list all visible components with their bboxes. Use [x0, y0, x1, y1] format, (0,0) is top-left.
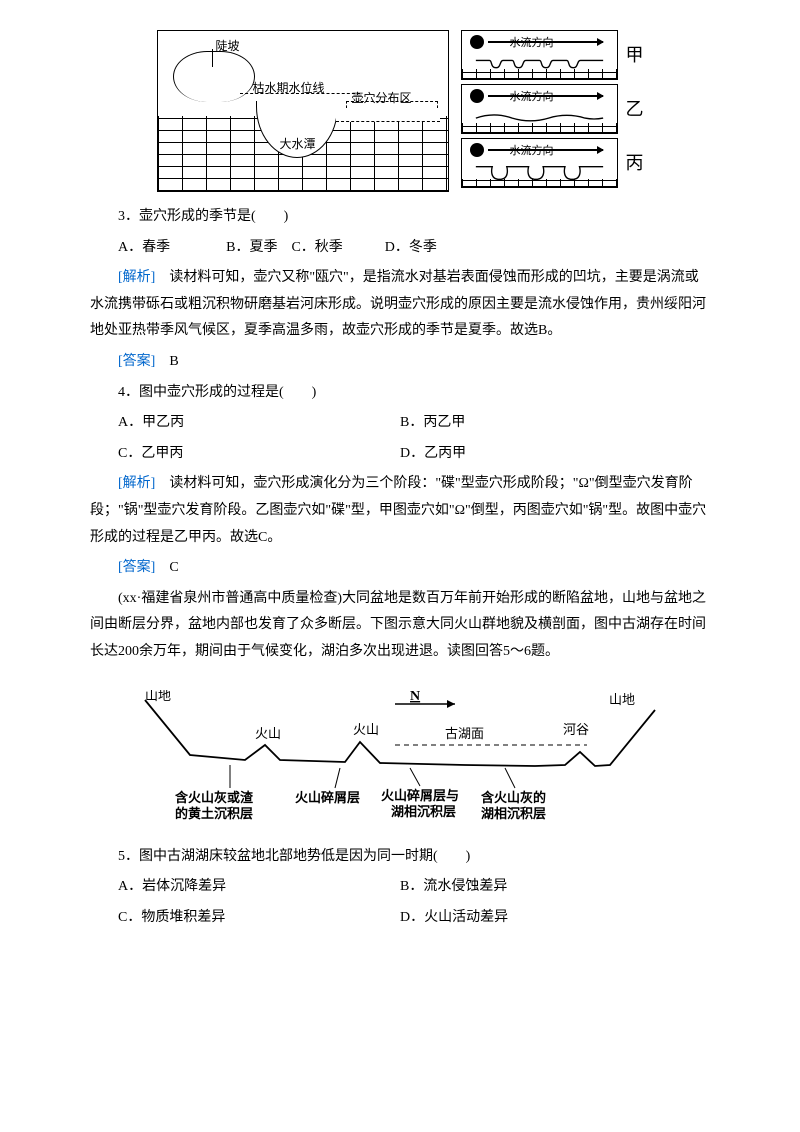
- svg-text:火山碎屑层与: 火山碎屑层与: [381, 788, 459, 803]
- brick-mini: [462, 179, 617, 187]
- layer2-label: 火山碎屑层: [295, 790, 360, 805]
- panel-row-2: 水流方向 丙: [461, 138, 644, 188]
- svg-text:的黄土沉积层: 的黄土沉积层: [175, 806, 253, 821]
- mountain-label-right: 山地: [609, 692, 635, 707]
- q5-opt-c: C．物质堆积差异: [90, 905, 400, 932]
- slope-pointer: [212, 49, 213, 67]
- flow-arrow: [488, 149, 603, 151]
- slope-label: 陡坡: [216, 35, 240, 58]
- q3-analysis-text: 读材料可知，壶穴又称"瓯穴"，是指流水对基岩表面侵蚀而形成的凹坑，主要是涡流或水…: [90, 270, 706, 338]
- hill-shape: [173, 51, 255, 102]
- bottom-figure: N 山地 山地 火山 火山 古湖面 河谷 含火山灰或渣 的黄土沉积层 火山碎屑层…: [90, 690, 710, 830]
- q5-opt-d: D．火山活动差异: [400, 905, 710, 932]
- q4-stem: 4．图中壶穴形成的过程是( ): [90, 380, 710, 407]
- left-diagram: 陡坡 枯水期水位线 壶穴分布区 大水潭: [157, 30, 449, 192]
- svg-text:含火山灰或渣: 含火山灰或渣: [174, 790, 254, 805]
- panel-yi: 水流方向: [461, 84, 618, 134]
- panel-label-1: 乙: [626, 92, 644, 126]
- q3-answer: [答案] B: [90, 349, 710, 376]
- q4-analysis-text: 读材料可知，壶穴形成演化分为三个阶段："碟"型壶穴形成阶段；"Ω"倒型壶穴发育阶…: [90, 476, 706, 544]
- q4-analysis: [解析] 读材料可知，壶穴形成演化分为三个阶段："碟"型壶穴形成阶段；"Ω"倒型…: [90, 471, 710, 551]
- water-level-label: 枯水期水位线: [253, 77, 325, 100]
- answer-label: [答案]: [118, 354, 155, 369]
- particle-dot: [470, 143, 484, 157]
- panel-row-1: 水流方向 乙: [461, 84, 644, 134]
- north-label: N: [410, 690, 420, 704]
- svg-text:湖相沉积层: 湖相沉积层: [391, 804, 456, 819]
- q4-answer: [答案] C: [90, 555, 710, 582]
- panel-row-0: 水流方向 甲: [461, 30, 644, 80]
- flow-label-1: 水流方向: [510, 87, 554, 108]
- analysis-label: [解析]: [118, 476, 155, 491]
- flow-label-0: 水流方向: [510, 33, 554, 54]
- brick-mini: [462, 69, 617, 79]
- lake-surface-label: 古湖面: [445, 726, 484, 741]
- pond-label: 大水潭: [280, 133, 316, 156]
- q4-opt-c: C．乙甲丙: [90, 441, 400, 468]
- panel-label-0: 甲: [626, 38, 644, 72]
- panel-jia: 水流方向: [461, 30, 618, 80]
- analysis-label: [解析]: [118, 270, 155, 285]
- answer-label: [答案]: [118, 560, 155, 575]
- q4-options-row1: A．甲乙丙 B．丙乙甲: [90, 410, 710, 437]
- cross-section-svg: N 山地 山地 火山 火山 古湖面 河谷 含火山灰或渣 的黄土沉积层 火山碎屑层…: [135, 690, 665, 830]
- q3-answer-value: B: [155, 354, 178, 369]
- q4-opt-a: A．甲乙丙: [90, 410, 400, 437]
- svg-text:含火山灰的: 含火山灰的: [480, 790, 546, 805]
- q3-options: A．春季 B．夏季 C．秋季 D．冬季: [90, 235, 710, 262]
- flow-label-2: 水流方向: [510, 141, 554, 162]
- svg-text:湖相沉积层: 湖相沉积层: [481, 806, 546, 821]
- top-figure-row: 陡坡 枯水期水位线 壶穴分布区 大水潭 水流方向 甲: [90, 30, 710, 192]
- particle-dot: [470, 89, 484, 103]
- q5-options-row2: C．物质堆积差异 D．火山活动差异: [90, 905, 710, 932]
- mountain-label-left: 山地: [145, 690, 171, 703]
- q4-opt-d: D．乙丙甲: [400, 441, 710, 468]
- q3-stem: 3．壶穴形成的季节是( ): [90, 204, 710, 231]
- q5-opt-a: A．岩体沉降差异: [90, 874, 400, 901]
- passage-56: (xx·福建省泉州市普通高中质量检查)大同盆地是数百万年前开始形成的断陷盆地，山…: [90, 586, 710, 666]
- flow-arrow: [488, 41, 603, 43]
- volcano-label-2: 火山: [353, 722, 379, 737]
- volcano-label-1: 火山: [255, 726, 281, 741]
- panel-bing: 水流方向: [461, 138, 618, 188]
- q5-options-row1: A．岩体沉降差异 B．流水侵蚀差异: [90, 874, 710, 901]
- q4-options-row2: C．乙甲丙 D．乙丙甲: [90, 441, 710, 468]
- right-panels-column: 水流方向 甲 水流方向: [461, 30, 644, 188]
- brick-mini: [462, 123, 617, 133]
- q5-stem: 5．图中古湖湖床较盆地北部地势低是因为同一时期( ): [90, 844, 710, 871]
- panel-label-2: 丙: [626, 146, 644, 180]
- flow-arrow: [488, 95, 603, 97]
- river-valley-label: 河谷: [563, 722, 589, 737]
- q3-analysis: [解析] 读材料可知，壶穴又称"瓯穴"，是指流水对基岩表面侵蚀而形成的凹坑，主要…: [90, 265, 710, 345]
- particle-dot: [470, 35, 484, 49]
- q5-opt-b: B．流水侵蚀差异: [400, 874, 710, 901]
- q4-answer-value: C: [155, 560, 178, 575]
- q4-opt-b: B．丙乙甲: [400, 410, 710, 437]
- pothole-distribution-label: 壶穴分布区: [352, 87, 412, 110]
